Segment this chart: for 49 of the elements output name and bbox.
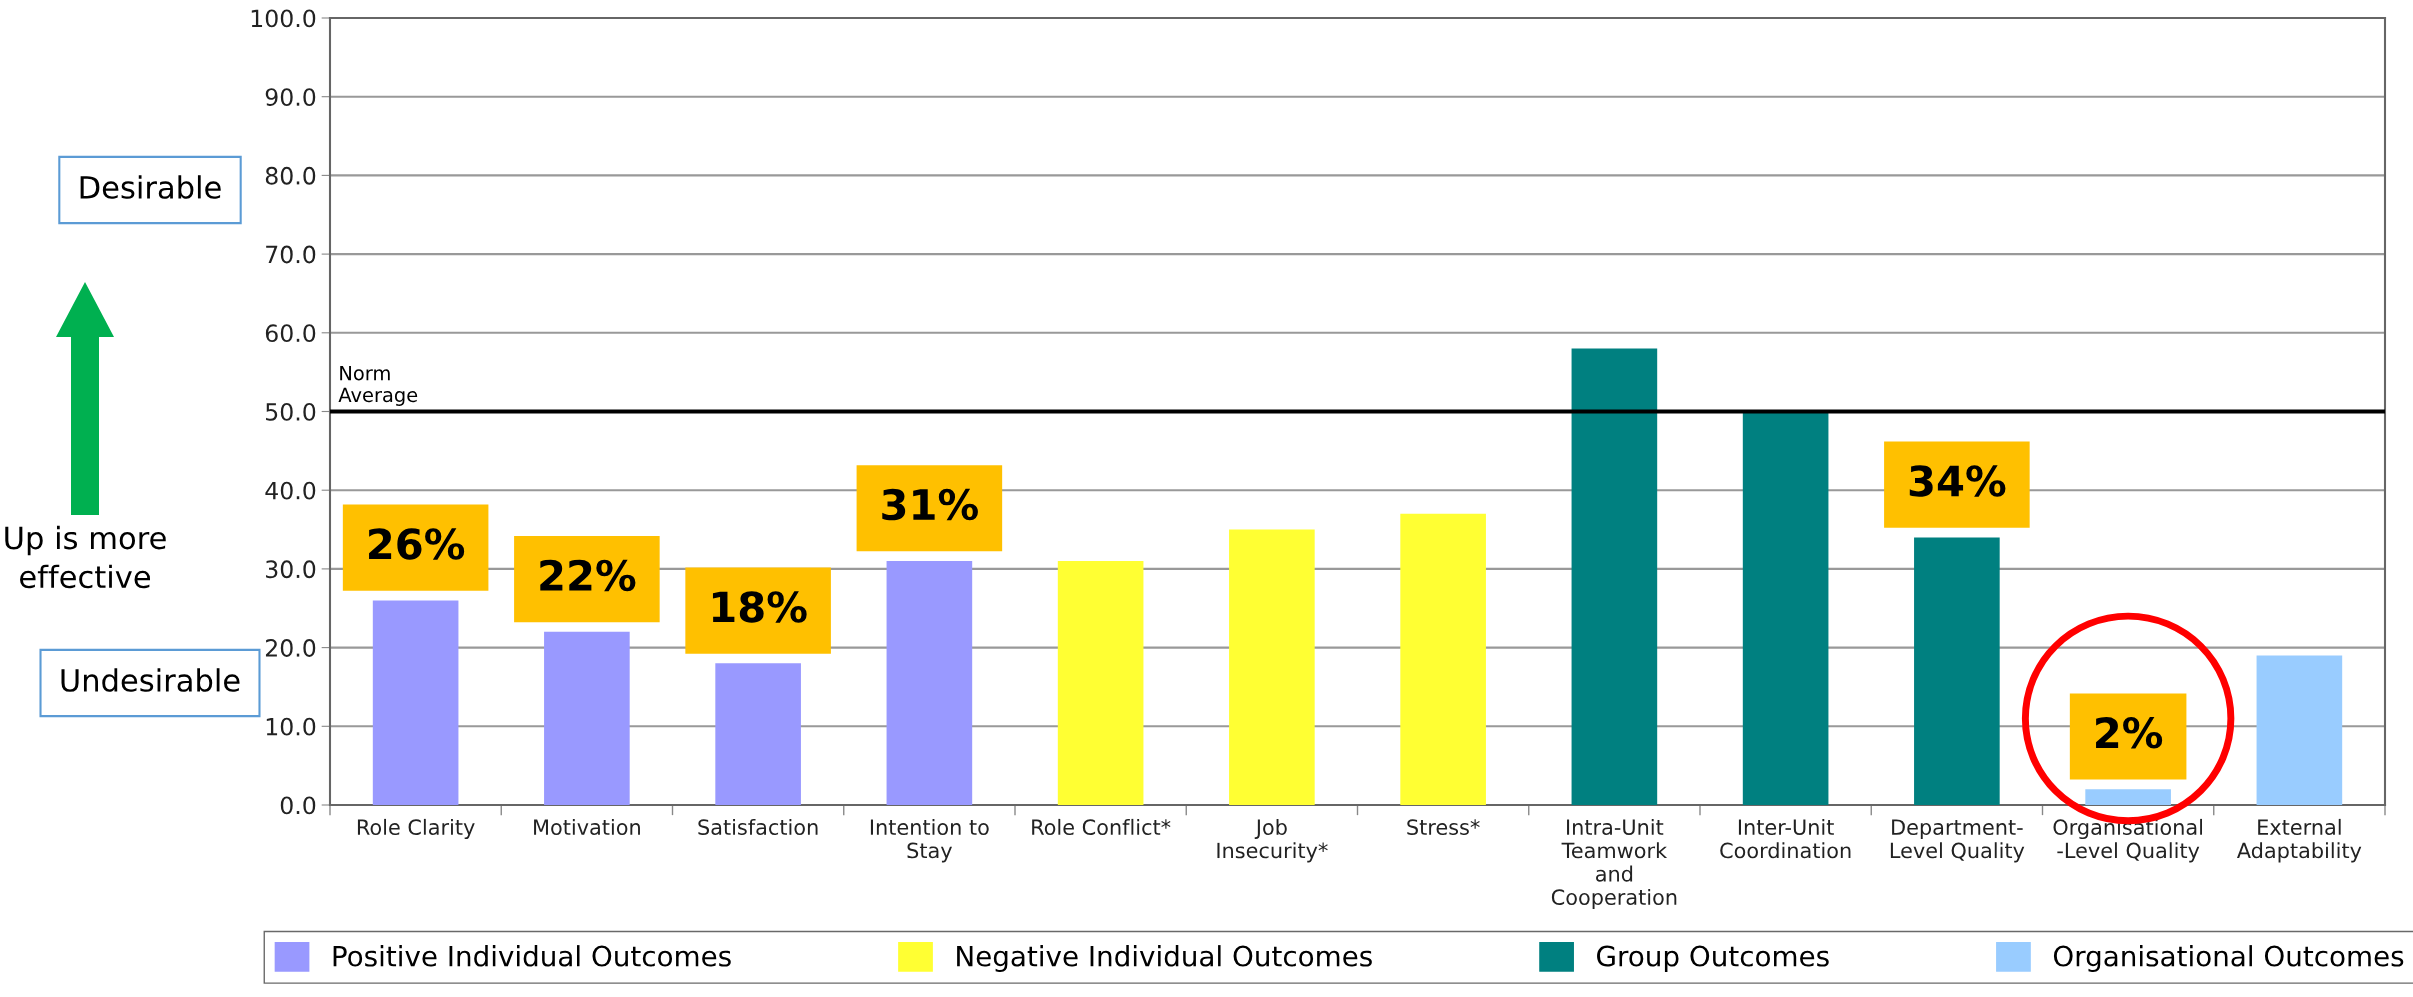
x-tick-label: Job Insecurity*: [1217, 818, 1328, 863]
bar: [1400, 513, 1486, 805]
data-label: 18%: [712, 591, 807, 623]
y-tick-label: 90.0: [265, 88, 316, 107]
x-tick-label: Satisfaction: [698, 818, 818, 836]
bar: [544, 631, 630, 805]
y-tick-label: 0.0: [280, 796, 316, 815]
y-tick-label: 40.0: [265, 481, 316, 500]
y-tick-label: 10.0: [266, 717, 316, 736]
y-tick-label: 70.0: [266, 245, 316, 264]
x-tick-label: External Adaptability: [2236, 818, 2362, 863]
bar: [715, 663, 801, 805]
x-tick-label: Motivation: [534, 818, 640, 836]
bar: [1229, 529, 1315, 805]
x-tick-label: Intention to Stay: [870, 818, 989, 863]
y-tick-label: 60.0: [265, 324, 316, 343]
x-tick-label: Department- Level Quality: [1890, 819, 2025, 863]
text: Undesirable: [61, 668, 240, 692]
bar: [372, 600, 459, 805]
legend-label: Group Outcomes: [1597, 945, 1829, 972]
y-tick-label: 50.0: [266, 402, 316, 421]
x-tick-label: Stress*: [1407, 819, 1480, 836]
x-tick-label: Role Conflict*: [1032, 818, 1171, 836]
y-tick-label: 100.0: [251, 9, 316, 28]
bar: [1571, 348, 1658, 805]
legend-label: Negative Individual Outcomes: [957, 945, 1372, 972]
bar: [1057, 561, 1144, 805]
y-tick-label: 80.0: [265, 166, 316, 185]
x-tick-label: Inter-Unit Coordination: [1720, 818, 1851, 859]
bar: [1914, 537, 2000, 805]
data-label: 22%: [540, 559, 636, 592]
bar: [2256, 655, 2343, 805]
legend-label: Organisational Outcomes: [2053, 945, 2404, 972]
x-tick-label: Intra-Unit Teamwork and Cooperation: [1551, 818, 1677, 910]
y-tick-label: 30.0: [266, 560, 316, 579]
text: Desirable: [80, 175, 221, 199]
legend-label: Positive Individual Outcomes: [333, 945, 731, 967]
data-label: 2%: [2096, 717, 2163, 749]
bar: [2085, 789, 2171, 805]
bar: [886, 561, 973, 805]
data-label: 31%: [882, 488, 978, 521]
y-tick-label: 20.0: [265, 639, 316, 657]
data-label: 34%: [1909, 465, 2006, 497]
bar: [1742, 411, 1829, 805]
x-tick-label: Organisational -Level Quality: [2053, 818, 2202, 863]
text: Up is more effective: [5, 525, 166, 589]
data-label: 26%: [369, 528, 465, 560]
ref-line-label: Norm Average: [338, 365, 418, 406]
x-tick-label: Role Clarity: [357, 818, 475, 840]
